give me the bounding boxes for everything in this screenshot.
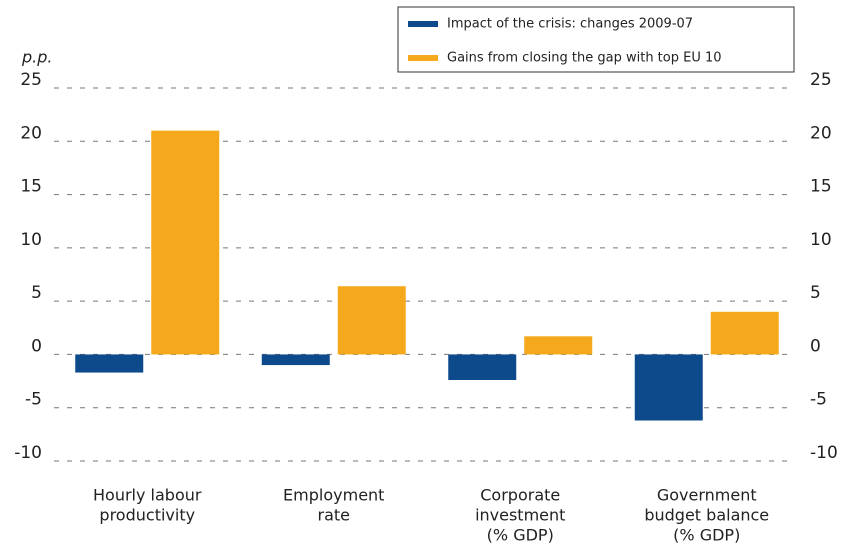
x-tick-label: Employment — [283, 486, 384, 505]
y2-tick-label: 20 — [810, 123, 832, 143]
y-tick-label: 15 — [20, 177, 42, 197]
y-tick-label: 5 — [31, 283, 42, 303]
y2-tick-label: 15 — [810, 177, 832, 197]
x-tick-label: budget balance — [644, 506, 769, 525]
legend-label: Gains from closing the gap with top EU 1… — [447, 51, 722, 66]
x-tick-label: Government — [657, 486, 757, 505]
x-tick-label: (% GDP) — [673, 526, 740, 545]
y2-tick-label: 25 — [810, 70, 832, 90]
y-tick-label: 20 — [20, 123, 42, 143]
y2-tick-label: 0 — [810, 336, 821, 356]
y-axis-label: p.p. — [21, 48, 52, 67]
x-tick-label: Hourly labour — [93, 486, 202, 505]
bar — [710, 311, 779, 355]
y-tick-label: 0 — [31, 336, 42, 356]
legend-swatch — [408, 55, 438, 61]
y-tick-label: -5 — [25, 390, 42, 410]
x-tick-label: productivity — [99, 506, 195, 525]
bar — [75, 354, 144, 373]
y2-tick-label: 10 — [810, 230, 832, 250]
y2-tick-label: -5 — [810, 390, 827, 410]
x-tick-label: (% GDP) — [487, 526, 554, 545]
bar — [337, 286, 406, 355]
legend-swatch — [408, 21, 438, 27]
y-tick-label: 10 — [20, 230, 42, 250]
x-tick-label: investment — [475, 506, 565, 525]
bar — [524, 336, 593, 355]
bar — [151, 130, 220, 355]
legend-box — [397, 6, 795, 73]
bar — [261, 354, 330, 366]
legend-label: Impact of the crisis: changes 2009-07 — [447, 17, 693, 32]
bar — [448, 354, 517, 381]
x-tick-label: Corporate — [480, 486, 560, 505]
y-tick-label: -10 — [14, 443, 42, 463]
y2-tick-label: -10 — [810, 443, 838, 463]
y2-tick-label: 5 — [810, 283, 821, 303]
bar — [634, 354, 703, 421]
x-tick-label: rate — [318, 506, 351, 525]
y-tick-label: 25 — [20, 70, 42, 90]
